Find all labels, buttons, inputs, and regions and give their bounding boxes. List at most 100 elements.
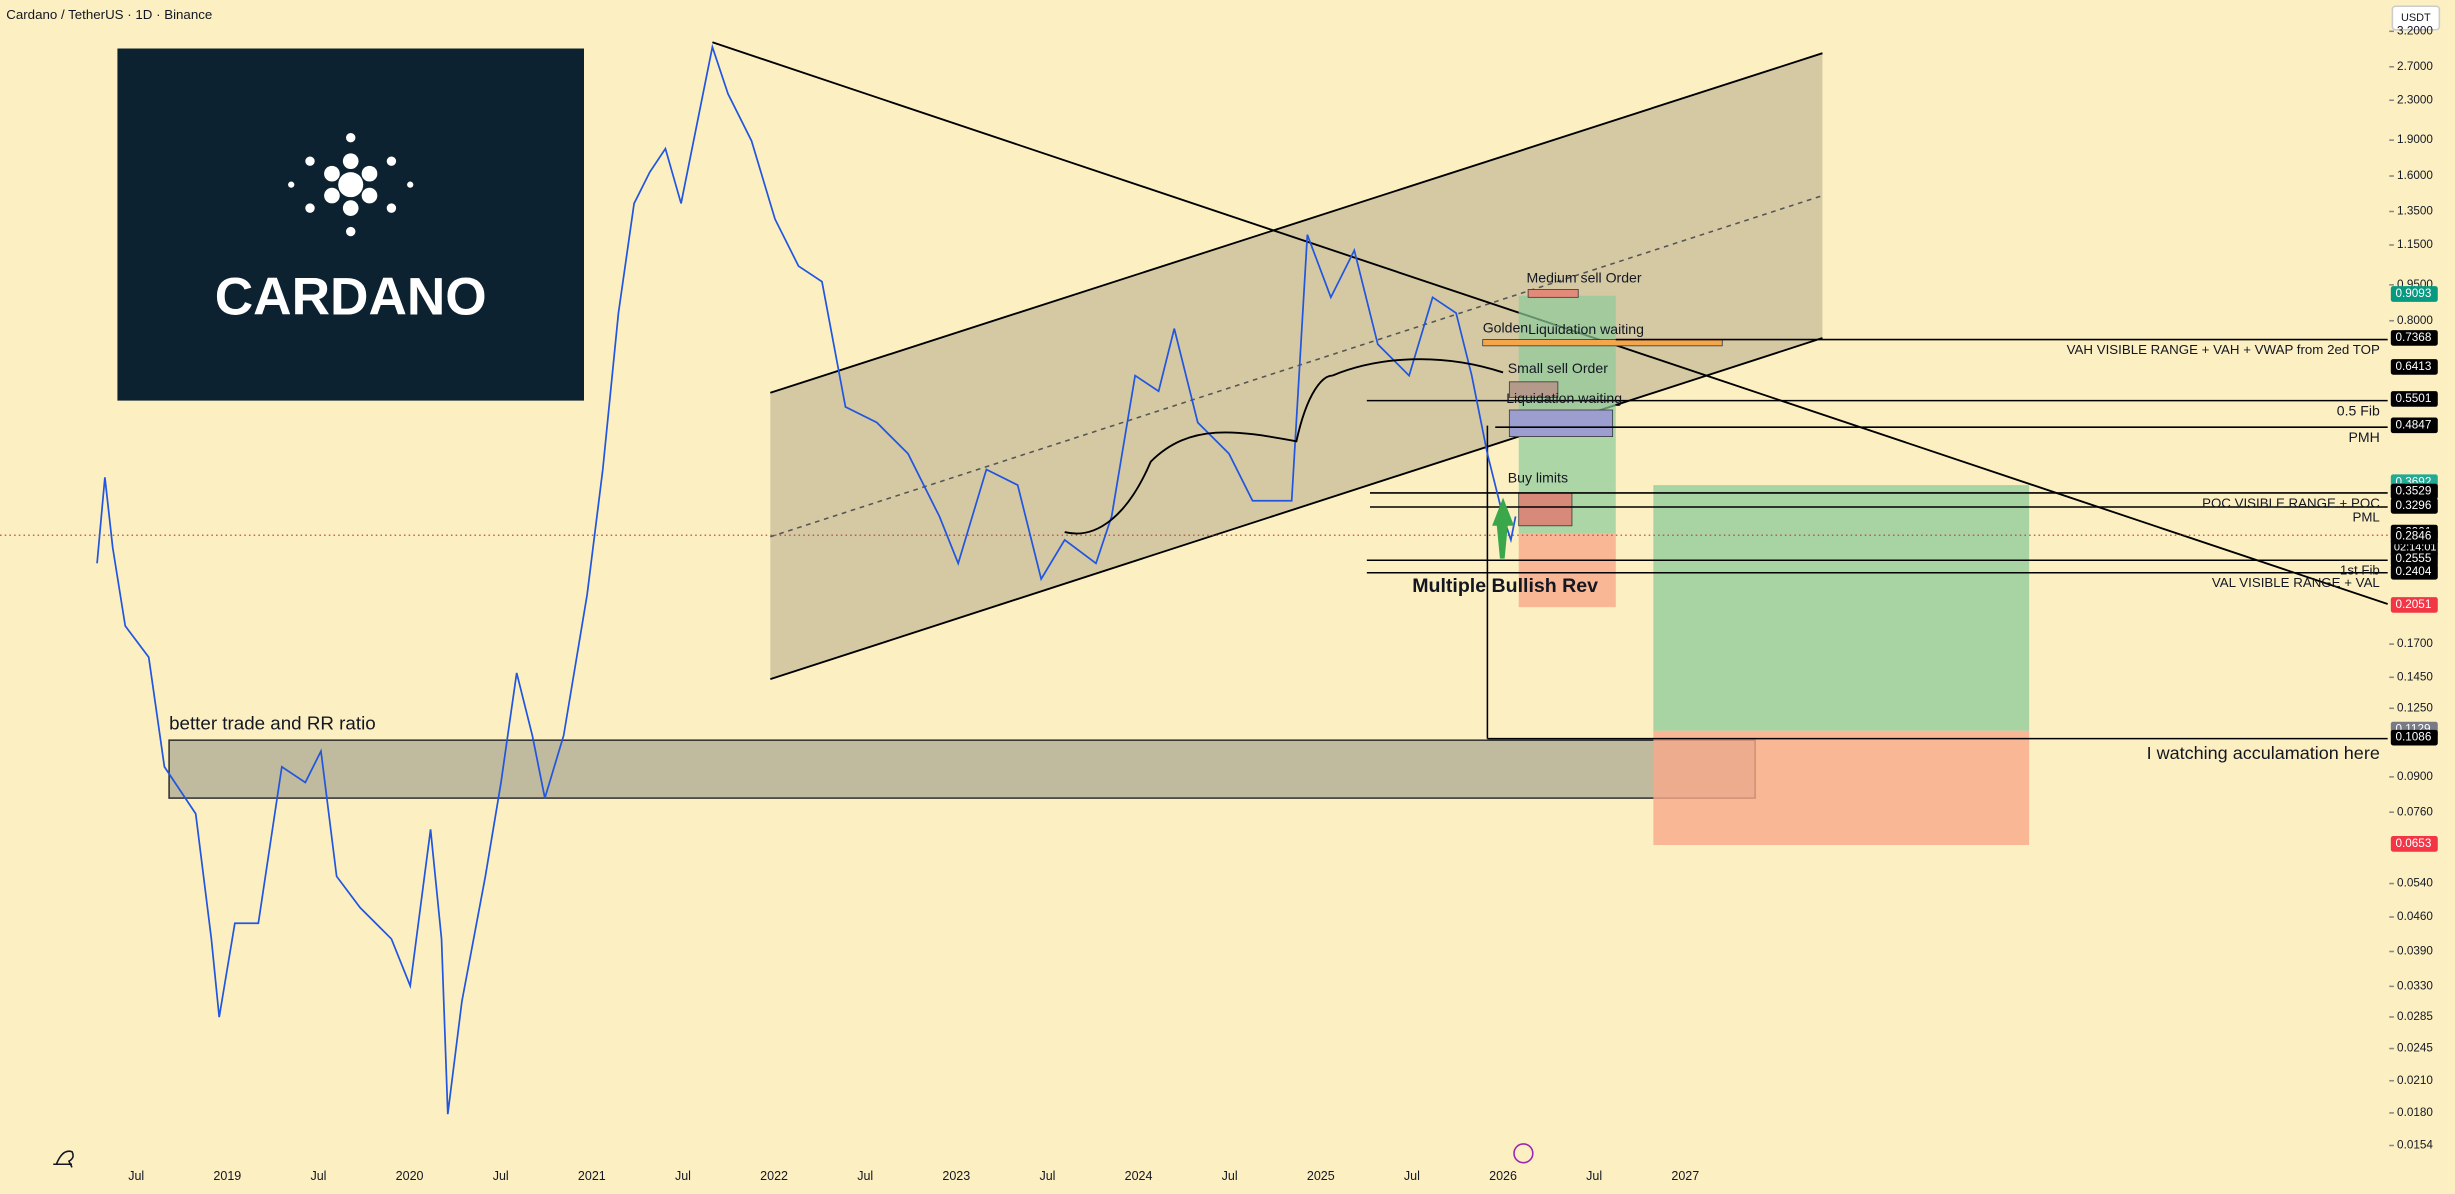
price-tick-label: 1.3500 [2397,205,2433,218]
price-tick-label: 0.0210 [2397,1074,2433,1087]
price-tag-label: 0.3529 [2396,485,2432,498]
price-tag [2390,563,2438,580]
annotation: better trade and RR ratio [169,712,376,733]
price-tick-label: 0.0390 [2397,945,2433,958]
time-label: 2024 [1125,1169,1153,1183]
time-label: Jul [1586,1169,1602,1183]
logo-text: CARDANO [215,268,487,327]
price-tick-label: 0.0900 [2397,770,2433,783]
levels [1366,338,2388,740]
price-tick-label: 0.0245 [2397,1042,2433,1055]
price-tag [2390,528,2438,545]
level-label: I watching acculamation here [2147,743,2380,763]
annotation: Small sell Order [1508,360,1608,376]
time-label: Jul [1404,1169,1420,1183]
annotation: Buy limits [1508,470,1568,486]
logo-panel [117,48,585,401]
chart-title: Cardano / TetherUS · 1D · Binance [6,7,212,22]
accumulation-zone [168,739,1756,799]
liquidation-box [1508,409,1614,437]
channel-bottom [770,337,1823,681]
logo-dot [288,181,295,188]
price-series [96,43,1517,1115]
price-tag [2390,330,2438,346]
logo-dot [342,153,359,170]
logo-dot [342,200,359,216]
sell-box [1508,381,1559,398]
currency-label: USDT [2401,12,2431,24]
price-tag-label: 0.2846 [2396,530,2432,543]
price-tag-label: 0.6413 [2396,360,2432,373]
price-tick-label: 0.0540 [2397,877,2433,890]
price-tick-label: 0.0285 [2397,1010,2433,1023]
event-icon[interactable] [1513,1143,1534,1164]
price-tag-label: 0.0653 [2396,837,2432,850]
price-tick-label: 0.0154 [2397,1139,2433,1152]
price-tag [2390,729,2438,746]
logo-dot [407,181,414,188]
time-label: 2022 [760,1169,788,1183]
logo-dot [361,165,378,182]
price-tick-label: 0.0760 [2397,805,2433,818]
price-tag-label: 0.4847 [2396,418,2432,431]
price-tick-label: 0.0180 [2397,1106,2433,1119]
logo-dot [305,156,315,166]
price-tag-label: 0.9093 [2396,287,2432,300]
logo-dot [386,203,397,213]
price-tag-label: 0.7368 [2396,331,2432,344]
price-tick-label: 0.8000 [2397,314,2433,327]
price-tick-label: 2.3000 [2397,93,2433,106]
time-label: Jul [128,1169,144,1183]
time-label: 2021 [578,1169,606,1183]
level-label: PMH [2349,429,2380,445]
price-tag-label: 0.1086 [2396,731,2432,744]
time-label: Jul [857,1169,873,1183]
time-label: Jul [675,1169,691,1183]
moving-average [1064,374,1333,535]
time-label: 2026 [1489,1169,1517,1183]
channel [770,53,1823,680]
price-tag-label: 0.3296 [2396,499,2432,512]
price-tag [2390,286,2438,302]
price-tag-label: 0.2555 [2396,552,2432,565]
golden-box [1482,339,1723,347]
logo-dot [346,226,356,237]
level-label: 0.5 Fib [2337,402,2380,418]
tv-logo [53,1150,74,1168]
price-tick-label: 0.0330 [2397,979,2433,992]
time-label: Jul [493,1169,509,1183]
level-label: PML [2352,509,2379,524]
price-tick-label: 0.0460 [2397,910,2433,923]
logo-dot [305,203,315,213]
time-label: Jul [310,1169,326,1183]
stop-zone [1653,730,2030,846]
price-tag [2390,836,2438,852]
level-label: 1st Fib [2340,563,2380,578]
price-tick-label: 0.1700 [2397,637,2433,650]
annotation: Liquidation waiting [1528,321,1644,337]
logo-dot [361,187,378,204]
time-label: 2019 [213,1169,241,1183]
price-tag-label: 0.2404 [2396,565,2432,578]
logo-dot [386,156,397,166]
price-tick-label: 2.7000 [2397,60,2433,73]
price-tag [2390,498,2438,514]
logo-mark [288,133,414,237]
price-tag-label: 0.5501 [2396,392,2432,405]
price-tick-label: 3.2000 [2397,24,2433,37]
annotation: Liquidation waiting [1506,390,1622,406]
logo-dot [324,187,340,204]
price-tag-label: 0.2051 [2396,598,2432,611]
price-tag [2390,597,2438,613]
time-label: 2023 [942,1169,970,1183]
logo-dot [346,133,356,143]
price-tick-label: 0.1250 [2397,701,2433,714]
level-label: VAL VISIBLE RANGE + VAL [2212,575,2380,590]
trade-box-red [1518,533,1616,608]
moving-average [1332,358,1504,377]
price-tag [2390,551,2438,567]
buy-box [1518,492,1573,527]
channel-top [770,52,1823,394]
currency-button[interactable] [2391,5,2441,31]
